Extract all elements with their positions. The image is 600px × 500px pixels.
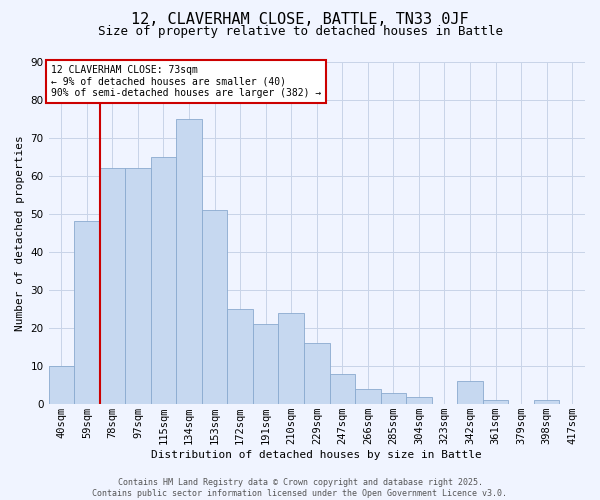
Bar bbox=[100, 168, 125, 404]
Bar bbox=[202, 210, 227, 404]
Bar bbox=[329, 374, 355, 404]
Bar bbox=[278, 313, 304, 404]
Text: 12 CLAVERHAM CLOSE: 73sqm
← 9% of detached houses are smaller (40)
90% of semi-d: 12 CLAVERHAM CLOSE: 73sqm ← 9% of detach… bbox=[51, 65, 322, 98]
Bar bbox=[380, 392, 406, 404]
Bar bbox=[74, 222, 100, 404]
Text: Size of property relative to detached houses in Battle: Size of property relative to detached ho… bbox=[97, 25, 503, 38]
Bar bbox=[176, 118, 202, 404]
Bar bbox=[355, 389, 380, 404]
Text: Contains HM Land Registry data © Crown copyright and database right 2025.
Contai: Contains HM Land Registry data © Crown c… bbox=[92, 478, 508, 498]
Bar bbox=[457, 382, 483, 404]
Bar bbox=[151, 156, 176, 404]
Bar bbox=[534, 400, 559, 404]
Bar bbox=[49, 366, 74, 404]
Bar bbox=[253, 324, 278, 404]
Bar bbox=[304, 343, 329, 404]
Text: 12, CLAVERHAM CLOSE, BATTLE, TN33 0JF: 12, CLAVERHAM CLOSE, BATTLE, TN33 0JF bbox=[131, 12, 469, 28]
Bar bbox=[483, 400, 508, 404]
Bar bbox=[125, 168, 151, 404]
Bar bbox=[227, 309, 253, 404]
X-axis label: Distribution of detached houses by size in Battle: Distribution of detached houses by size … bbox=[151, 450, 482, 460]
Y-axis label: Number of detached properties: Number of detached properties bbox=[15, 135, 25, 330]
Bar bbox=[406, 396, 432, 404]
